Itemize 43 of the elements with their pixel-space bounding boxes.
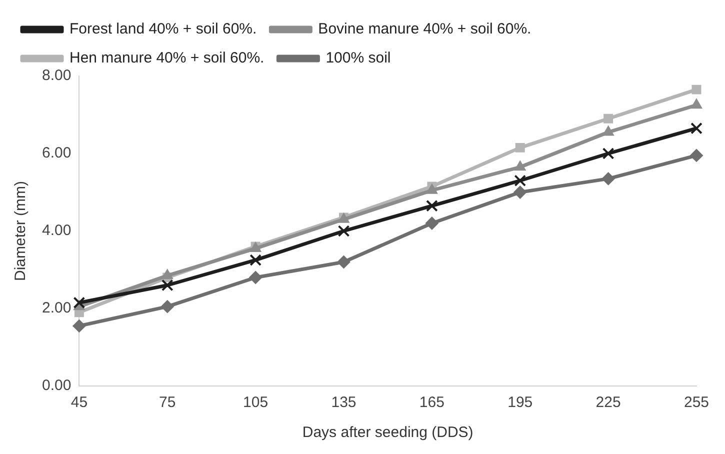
point — [690, 98, 702, 109]
x-tick-label: 255 — [684, 394, 709, 412]
point — [692, 84, 702, 94]
legend-label: Bovine manure 40% + soil 60%. — [318, 20, 532, 38]
x-tick-label: 135 — [331, 394, 356, 412]
point — [602, 172, 615, 186]
y-tick-label: 0.00 — [42, 377, 72, 394]
point — [515, 142, 525, 152]
y-tick-label: 8.00 — [42, 67, 72, 84]
y-tick-label: 4.00 — [42, 222, 72, 240]
point — [73, 296, 86, 309]
point — [337, 256, 350, 268]
point — [426, 184, 438, 194]
x-tick-label: 225 — [596, 394, 621, 412]
point — [249, 271, 262, 284]
legend-label: Hen manure 40% + soil 60%. — [70, 50, 264, 67]
x-tick-label: 195 — [508, 394, 533, 412]
point — [160, 300, 174, 314]
point — [604, 114, 614, 124]
point — [514, 186, 527, 199]
point — [162, 269, 174, 280]
point — [514, 174, 526, 187]
point — [602, 126, 614, 136]
point — [690, 148, 703, 162]
point — [514, 160, 526, 171]
x-axis-title: Days after seeding (DDS) — [302, 424, 474, 442]
point — [161, 279, 174, 292]
point — [338, 225, 350, 237]
y-tick-label: 2.00 — [42, 300, 72, 317]
point — [426, 200, 438, 212]
legend-label: 100% soil — [326, 50, 391, 67]
x-tick-label: 75 — [159, 394, 176, 412]
point — [425, 216, 438, 230]
x-tick-label: 45 — [70, 394, 88, 412]
y-axis-title: Diameter (mm) — [12, 181, 30, 281]
point — [72, 319, 86, 332]
point — [602, 148, 614, 160]
point — [250, 254, 262, 266]
x-tick-label: 165 — [419, 394, 444, 412]
y-tick-label: 6.00 — [42, 144, 72, 162]
point — [690, 122, 702, 134]
x-tick-label: 105 — [243, 394, 268, 412]
legend-label: Forest land 40% + soil 60%. — [70, 20, 257, 38]
